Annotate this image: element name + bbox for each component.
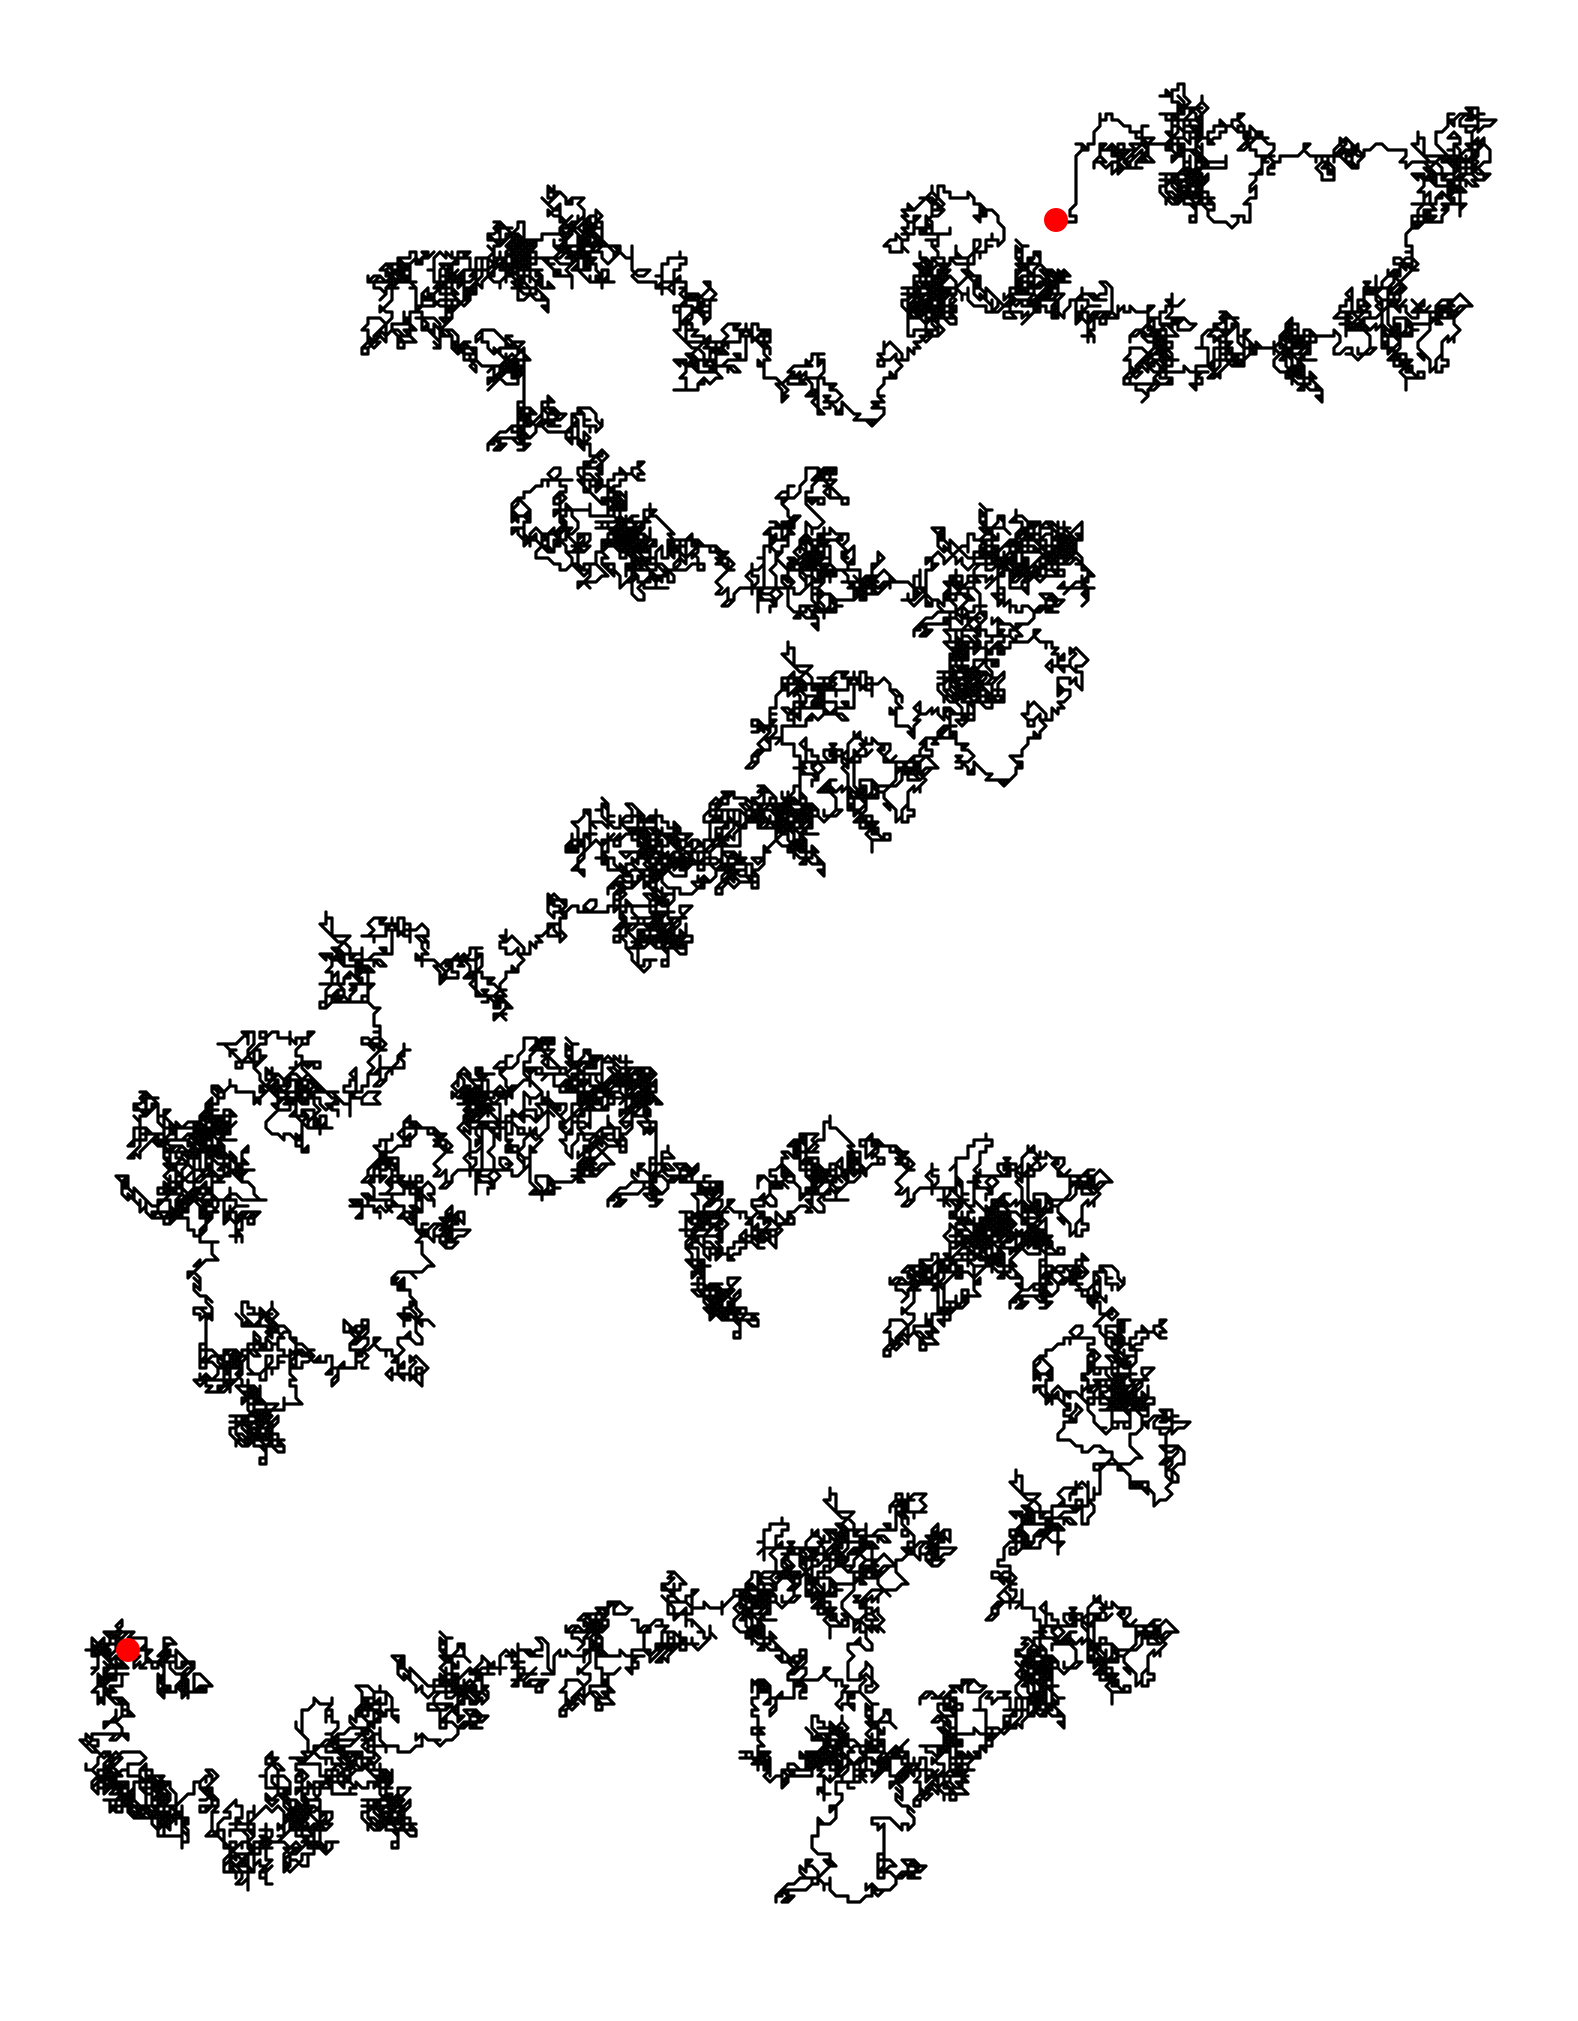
start-point-marker <box>116 1638 140 1662</box>
end-point-marker <box>1044 208 1068 232</box>
random-walk-path <box>78 82 1498 1904</box>
